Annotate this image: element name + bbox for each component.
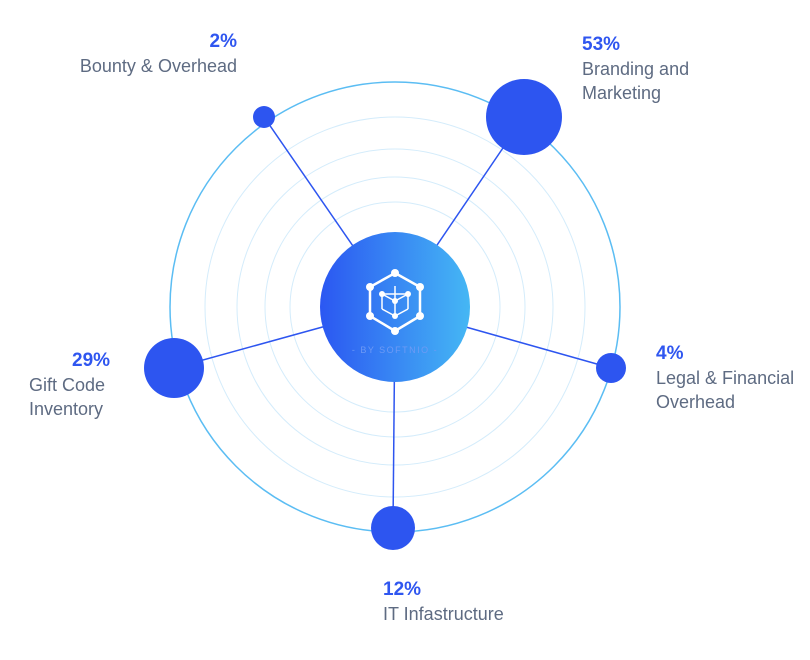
label-branding: 53% Branding and Marketing xyxy=(582,33,689,105)
category-name: Inventory xyxy=(29,399,104,419)
inner-ring xyxy=(204,116,586,498)
category-name: IT Infastructure xyxy=(383,604,504,624)
label-legal: 4% Legal & Financial Overhead xyxy=(656,342,794,414)
inner-ring xyxy=(289,201,501,413)
node-gift xyxy=(144,338,204,398)
category-name: Bounty & Overhead xyxy=(79,56,237,76)
inner-ring xyxy=(236,148,554,466)
label-bounty: 2% Bounty & Overhead xyxy=(80,30,237,78)
label-gift: 29% Gift Code Inventory xyxy=(29,349,110,421)
node-bounty xyxy=(253,106,275,128)
percent: 29% xyxy=(72,350,111,371)
percent: 53% xyxy=(582,34,621,55)
node-legal xyxy=(596,353,626,383)
percent: 12% xyxy=(383,579,422,600)
percent: 2% xyxy=(209,31,237,52)
node-branding xyxy=(486,79,562,155)
label-it: 12% IT Infastructure xyxy=(383,578,504,626)
category-name: Overhead xyxy=(656,392,736,412)
center-caption: - BY SOFTNIO - xyxy=(352,345,438,355)
category-name: Gift Code xyxy=(29,375,106,395)
inner-ring xyxy=(264,176,526,438)
hexagon-cube-network-icon xyxy=(366,269,424,335)
category-name: Branding and xyxy=(582,59,690,79)
category-name: Marketing xyxy=(582,83,662,103)
category-name: Legal & Financial xyxy=(656,368,795,388)
percent: 4% xyxy=(656,343,684,364)
node-it xyxy=(371,506,415,550)
